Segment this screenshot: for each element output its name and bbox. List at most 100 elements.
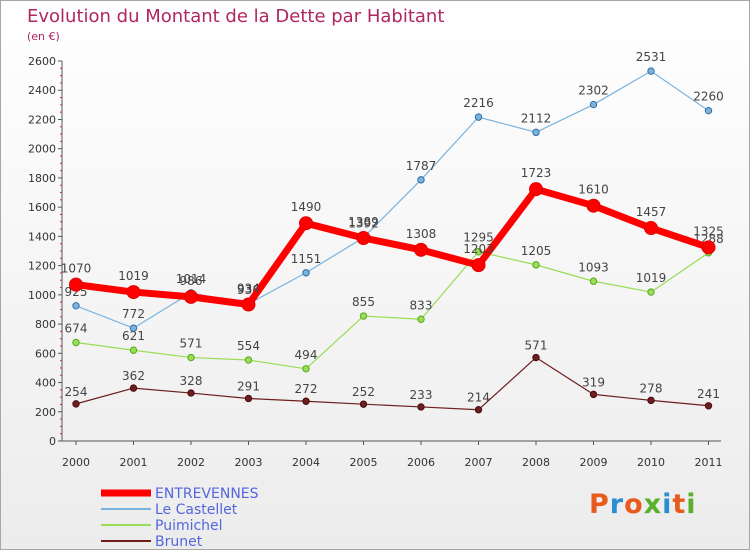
data-point-entrevennes	[471, 258, 486, 273]
x-tick-label: 2000	[62, 456, 90, 469]
data-point-entrevennes	[126, 285, 141, 300]
data-point-brunet	[359, 400, 368, 408]
data-label-brunet: 272	[295, 382, 318, 396]
brand-letter: t	[672, 489, 687, 520]
brand-letter: i	[662, 489, 673, 520]
data-label-brunet: 214	[467, 391, 490, 405]
y-tick-label: 2000	[28, 143, 56, 156]
y-tick-label: 1400	[28, 230, 56, 243]
data-point-entrevennes	[701, 240, 716, 255]
data-point-brunet	[72, 400, 80, 408]
data-point-puimichel	[417, 315, 425, 323]
data-point-brunet	[589, 390, 598, 399]
data-point-puimichel	[589, 277, 598, 285]
y-tick-label: 2200	[28, 113, 56, 126]
data-label-entrevennes: 1610	[578, 183, 609, 197]
data-label-le-castellet: 1392	[348, 217, 379, 231]
x-tick-label: 2005	[350, 456, 378, 469]
data-point-puimichel	[302, 365, 310, 373]
data-label-puimichel: 833	[410, 298, 433, 312]
data-point-entrevennes	[529, 182, 543, 197]
data-label-le-castellet: 1014	[176, 272, 207, 286]
data-point-puimichel	[359, 312, 368, 320]
data-label-entrevennes: 1203	[463, 242, 494, 256]
data-label-brunet: 278	[640, 381, 663, 395]
data-label-brunet: 319	[582, 375, 605, 389]
data-label-puimichel: 855	[352, 295, 375, 309]
data-label-puimichel: 1295	[463, 231, 494, 245]
series-line-le-castellet	[75, 70, 709, 329]
x-tick-label: 2003	[235, 456, 263, 469]
data-label-entrevennes: 1325	[693, 224, 724, 238]
data-label-entrevennes: 1019	[118, 269, 149, 283]
y-tick-label: 1000	[28, 289, 56, 302]
data-label-le-castellet: 2302	[578, 84, 609, 98]
data-point-puimichel	[532, 261, 540, 269]
data-point-le-castellet	[647, 67, 655, 75]
data-label-entrevennes: 1389	[348, 215, 379, 229]
data-label-brunet: 254	[65, 385, 88, 399]
x-tick-label: 2011	[695, 456, 723, 469]
y-tick-label: 800	[35, 318, 56, 331]
data-label-entrevennes: 1723	[521, 166, 552, 180]
data-point-brunet	[302, 397, 310, 405]
legend-label-puimichel: Puimichel	[155, 518, 223, 534]
data-point-brunet	[532, 353, 540, 362]
data-label-brunet: 241	[697, 387, 720, 401]
data-label-entrevennes: 1457	[636, 205, 667, 219]
data-label-puimichel: 1093	[578, 260, 609, 274]
data-label-le-castellet: 2112	[521, 111, 552, 125]
data-label-puimichel: 554	[237, 339, 260, 353]
data-label-puimichel: 1205	[521, 244, 552, 258]
data-point-le-castellet	[704, 106, 713, 115]
data-point-le-castellet	[532, 128, 540, 137]
y-tick-label: 400	[35, 377, 56, 390]
data-label-brunet: 362	[122, 369, 145, 383]
data-point-puimichel	[72, 338, 80, 347]
data-label-le-castellet: 772	[122, 307, 145, 321]
data-point-entrevennes	[414, 242, 428, 257]
data-point-brunet	[417, 403, 425, 411]
series-line-puimichel	[75, 251, 709, 370]
data-point-entrevennes	[356, 230, 371, 245]
y-tick-label: 0	[49, 435, 56, 448]
data-point-le-castellet	[72, 302, 80, 310]
data-label-puimichel: 674	[65, 321, 88, 335]
brand-letter: P	[589, 489, 610, 520]
data-point-entrevennes	[644, 221, 658, 236]
brand-letter: o	[624, 489, 644, 520]
data-point-entrevennes	[184, 289, 198, 304]
data-point-entrevennes	[69, 277, 83, 292]
x-tick-label: 2008	[522, 456, 550, 469]
data-point-brunet	[474, 406, 483, 414]
x-tick-label: 2007	[465, 456, 493, 469]
data-label-le-castellet: 1151	[291, 252, 322, 266]
data-label-puimichel: 494	[295, 348, 318, 362]
data-label-le-castellet: 1787	[406, 159, 437, 173]
y-tick-label: 1800	[28, 172, 56, 185]
data-point-puimichel	[129, 346, 138, 354]
data-label-brunet: 328	[180, 374, 203, 388]
chart-subtitle: (en €)	[27, 30, 60, 43]
legend-label-le-castellet: Le Castellet	[155, 502, 238, 518]
y-tick-label: 2400	[28, 84, 56, 97]
data-point-le-castellet	[129, 324, 138, 332]
series-line-entrevennes	[75, 185, 710, 308]
data-point-puimichel	[187, 353, 195, 362]
data-point-entrevennes	[241, 297, 256, 312]
data-point-puimichel	[474, 248, 483, 256]
brand-logo: Proxiti	[589, 489, 697, 520]
data-point-le-castellet	[302, 269, 310, 277]
legend-label-brunet: Brunet	[155, 534, 203, 549]
x-tick-label: 2002	[177, 456, 205, 469]
data-label-le-castellet: 2260	[693, 90, 724, 104]
x-tick-label: 2006	[407, 456, 435, 469]
data-label-entrevennes: 1070	[61, 262, 92, 276]
y-tick-label: 200	[35, 406, 56, 419]
data-label-brunet: 233	[410, 388, 433, 402]
y-tick-label: 2600	[28, 55, 56, 68]
data-point-puimichel	[647, 288, 655, 296]
data-point-entrevennes	[299, 216, 313, 231]
brand-letter: i	[686, 489, 697, 520]
y-tick-label: 1600	[28, 201, 56, 214]
